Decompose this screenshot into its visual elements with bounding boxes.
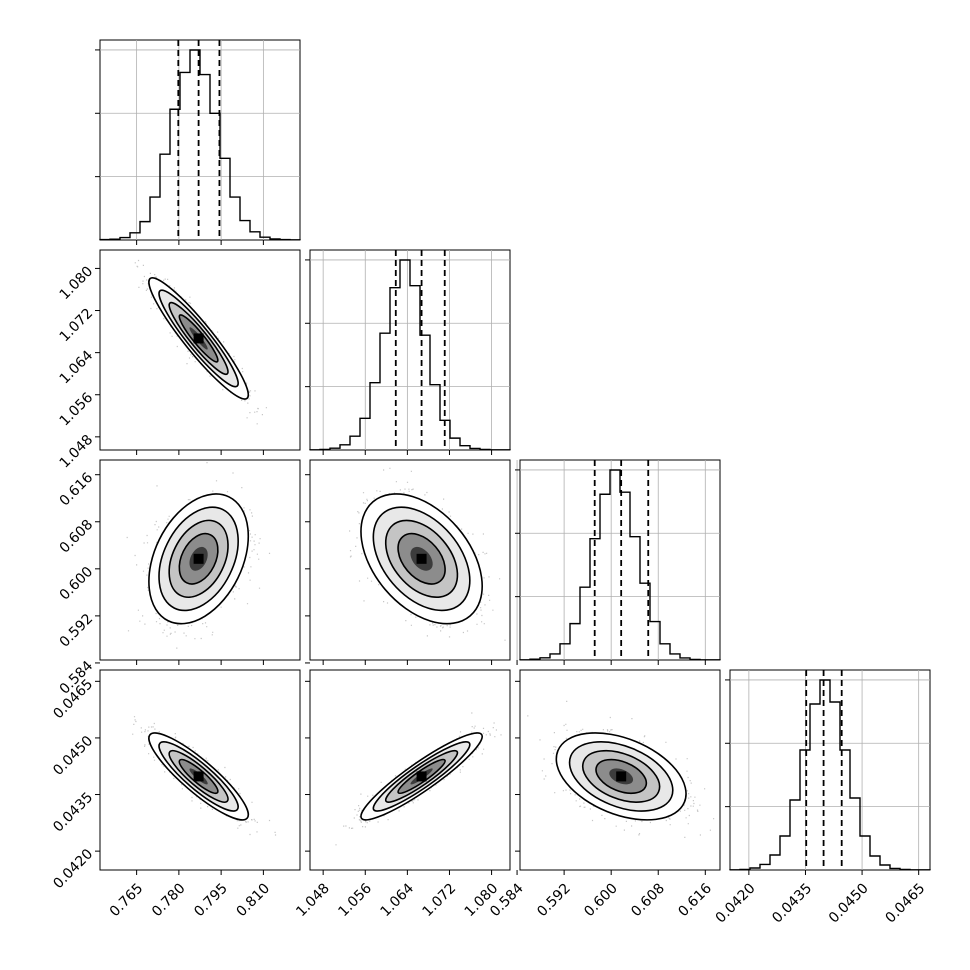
histogram-step-0 — [99, 49, 301, 241]
x-tick-label: 0.765 — [107, 880, 147, 920]
x-tick-label: 0.0435 — [769, 880, 815, 926]
panel-contents — [527, 700, 715, 838]
y-tick-label: 0.608 — [57, 517, 97, 557]
histogram-panel-3 — [725, 669, 931, 875]
panel-frame — [99, 669, 301, 871]
panel-contents — [134, 259, 267, 425]
x-tick-label: 0.0420 — [713, 880, 759, 926]
scatter-panel-3-2 — [515, 669, 721, 875]
x-tick-label: 0.616 — [675, 880, 715, 920]
x-tick-label: 0.600 — [581, 880, 621, 920]
histogram-step-3 — [729, 679, 931, 871]
panel-frame — [99, 459, 301, 661]
x-tick-label: 0.0465 — [882, 880, 928, 926]
y-tick-label: 0.0450 — [50, 733, 96, 779]
x-tick-label: 1.056 — [335, 880, 375, 920]
panel-contents — [349, 467, 506, 641]
y-tick-label: 0.0435 — [50, 790, 96, 836]
x-tick-label: 0.608 — [628, 880, 668, 920]
histogram-panel-2 — [515, 459, 721, 665]
y-tick-label: 1.072 — [57, 306, 97, 346]
panel-frame — [99, 249, 301, 451]
scatter-panel-3-1 — [305, 669, 511, 875]
scatter-panel-2-1 — [305, 459, 511, 665]
panel-contents — [126, 462, 271, 649]
density-peak — [616, 771, 627, 782]
density-peak — [193, 553, 204, 564]
x-tick-label: 0.780 — [149, 880, 189, 920]
x-tick-label: 0.592 — [534, 880, 574, 920]
x-tick-label: 1.064 — [377, 880, 417, 920]
density-peak — [416, 553, 427, 564]
panel-frame — [309, 669, 511, 871]
y-tick-label: 1.056 — [57, 390, 97, 430]
y-tick-label: 0.600 — [57, 564, 97, 604]
x-tick-label: 0.795 — [191, 880, 231, 920]
density-peak — [193, 771, 204, 782]
density-peak — [193, 333, 204, 344]
y-tick-label: 1.048 — [57, 432, 97, 472]
x-tick-label: 1.048 — [293, 880, 333, 920]
panel-contents — [132, 716, 277, 836]
density-peak — [416, 771, 427, 782]
scatter-panel-1-0 — [95, 249, 301, 455]
scatter-panel-3-0 — [95, 669, 301, 875]
panel-frame — [519, 459, 721, 661]
x-tick-label: 0.0450 — [826, 880, 872, 926]
histogram-panel-0 — [95, 39, 301, 245]
x-tick-label: 0.810 — [233, 880, 273, 920]
y-tick-label: 0.616 — [57, 470, 97, 510]
panel-frame — [519, 669, 721, 871]
panel-contents — [335, 712, 502, 846]
histogram-step-2 — [519, 469, 721, 661]
y-tick-label: 1.080 — [57, 263, 97, 303]
histogram-panel-1 — [305, 249, 511, 455]
y-tick-label: 0.592 — [57, 611, 97, 651]
x-tick-label: 1.072 — [420, 880, 460, 920]
panel-frame — [309, 459, 511, 661]
scatter-panel-2-0 — [95, 459, 301, 665]
y-tick-label: 1.064 — [57, 348, 97, 388]
histogram-step-1 — [309, 259, 511, 451]
panel-frame — [729, 669, 931, 871]
y-tick-label: 0.0420 — [50, 846, 96, 892]
